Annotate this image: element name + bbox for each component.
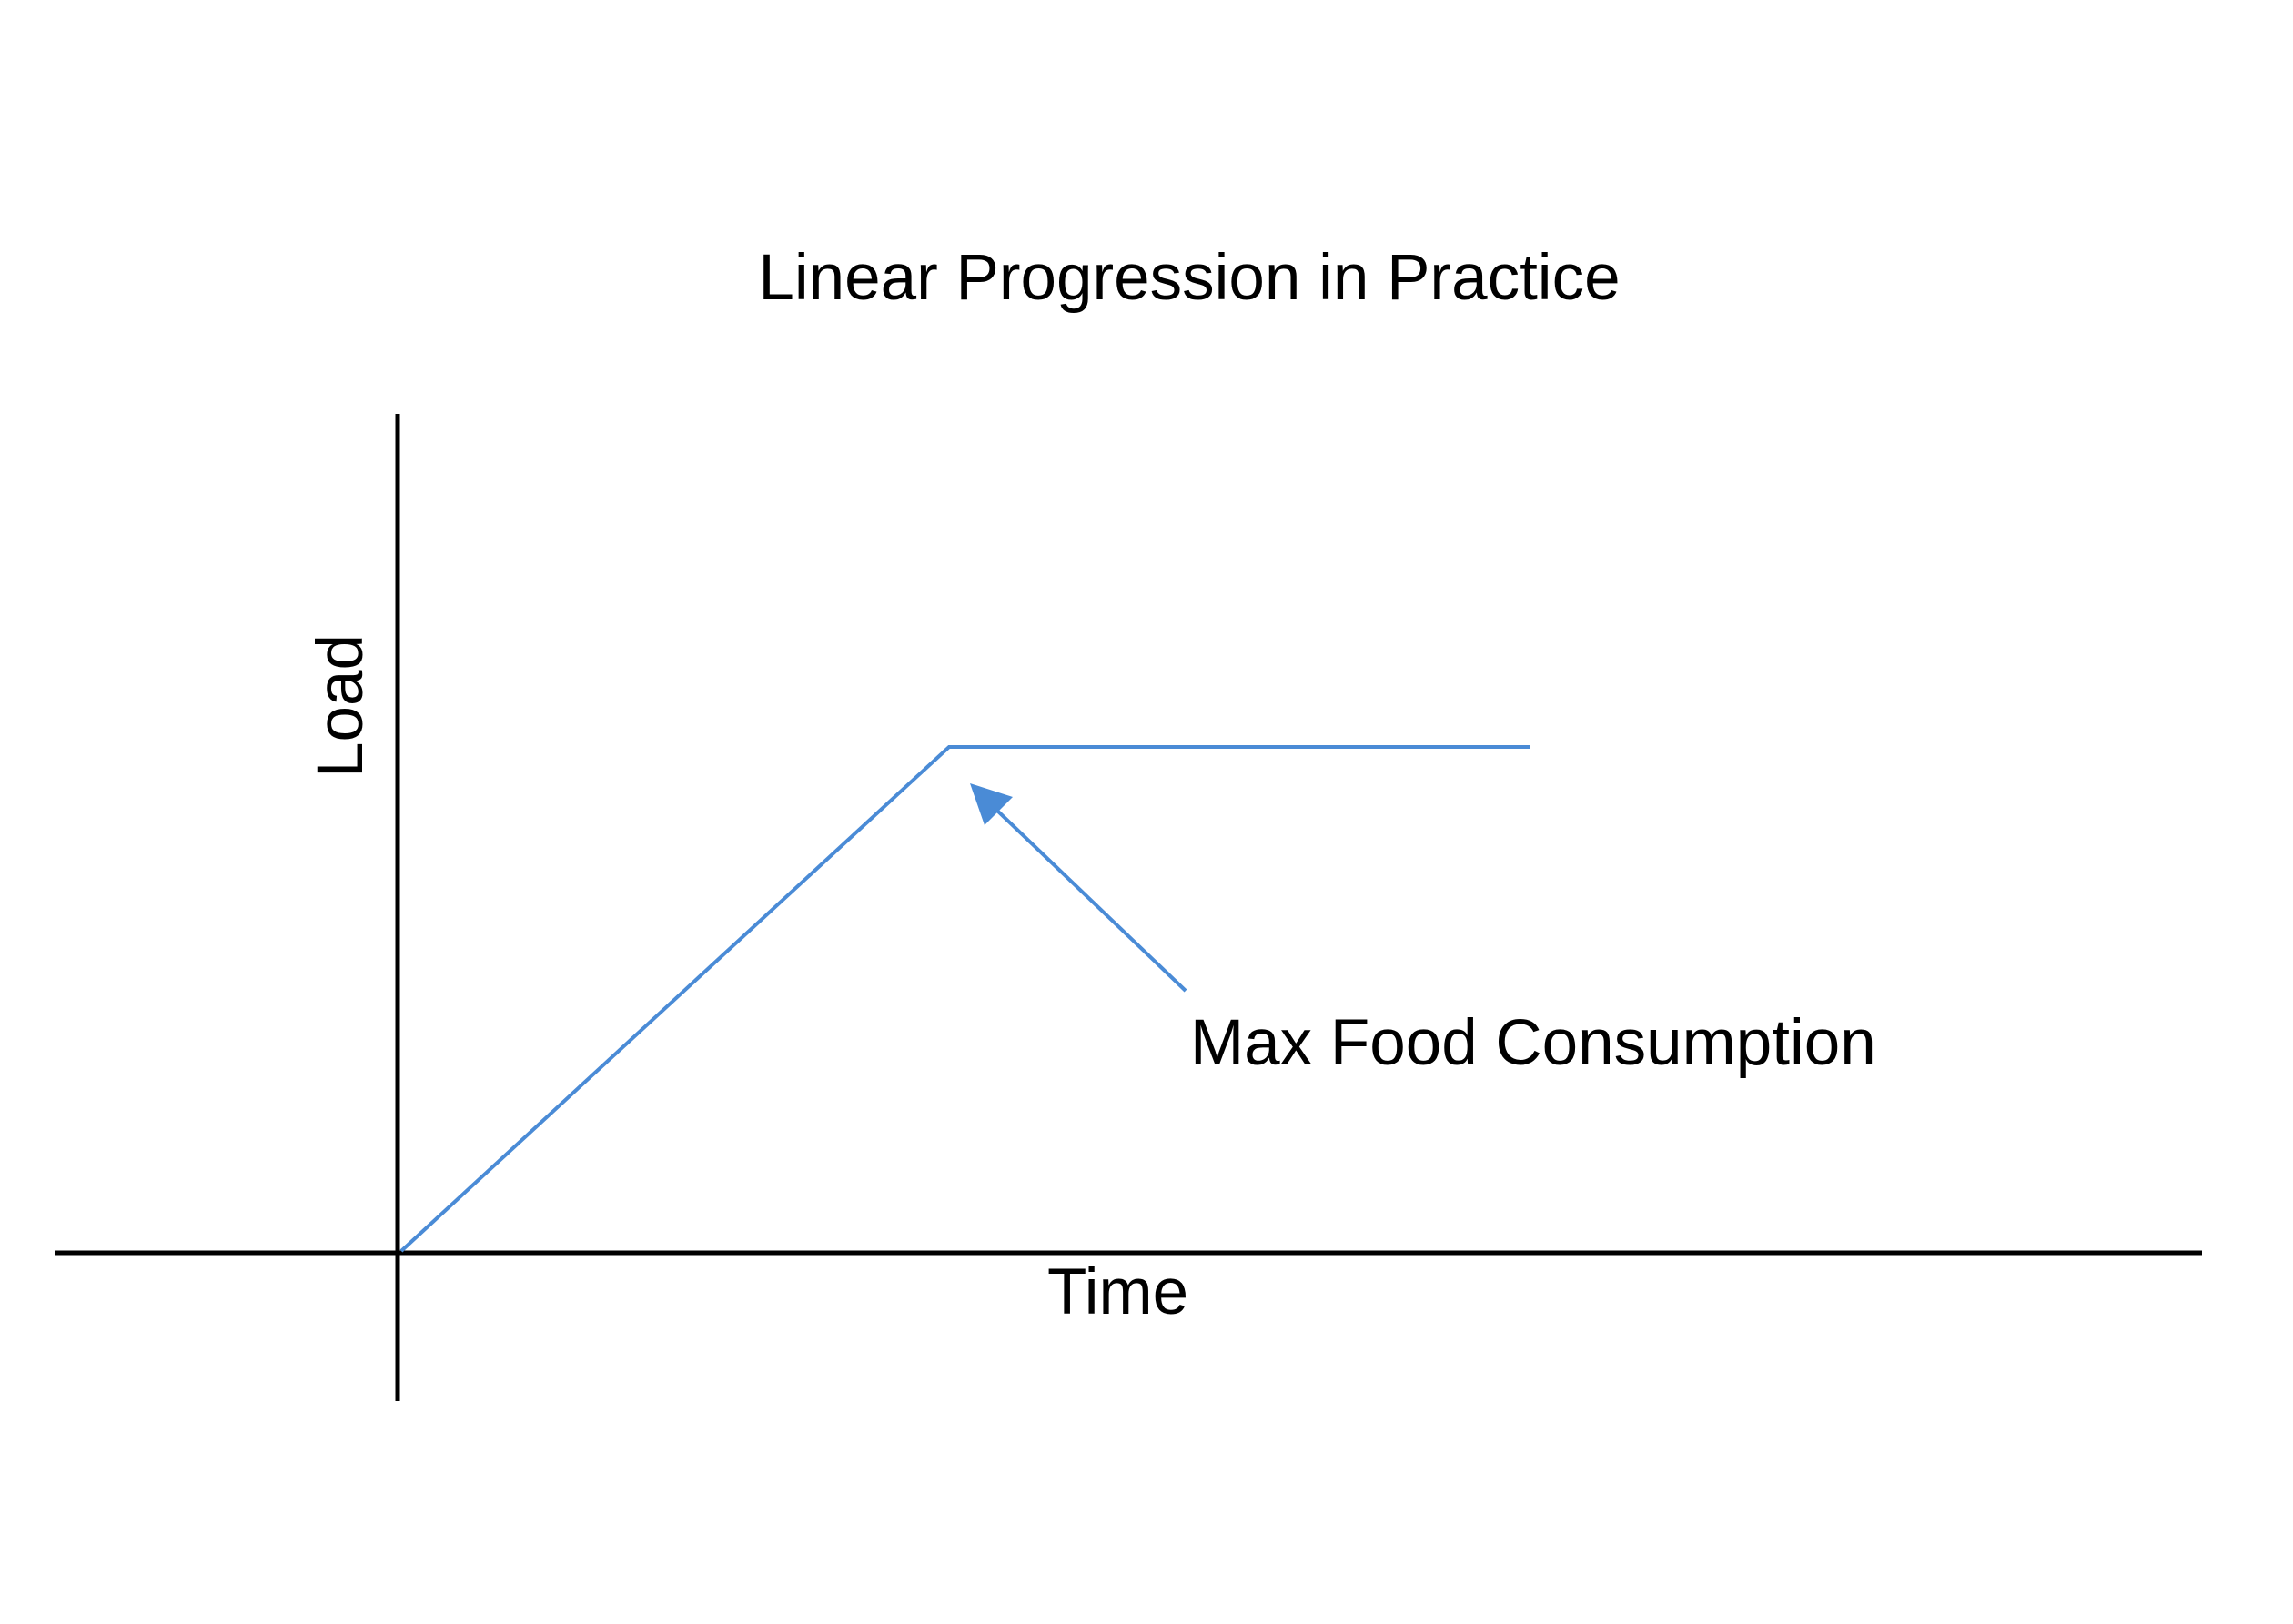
y-axis-label: Load bbox=[305, 634, 377, 778]
load-line bbox=[399, 745, 1530, 1253]
annotation-label: Max Food Consumption bbox=[1190, 1007, 1876, 1079]
chart-title: Linear Progression in Practice bbox=[758, 242, 1621, 314]
annotation-arrow-icon bbox=[970, 783, 1187, 993]
x-axis-label: Time bbox=[1047, 1256, 1189, 1328]
